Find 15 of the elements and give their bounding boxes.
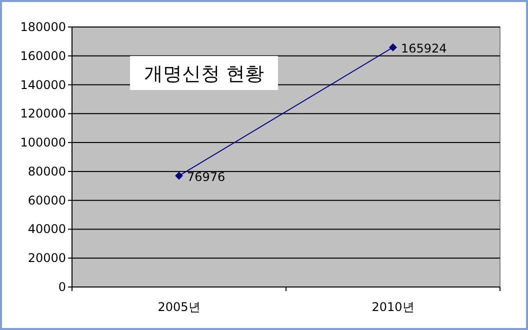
x-tick-label: 2005년 (158, 300, 200, 314)
y-tick-label: 140000 (20, 78, 66, 92)
y-tick-label: 20000 (28, 251, 66, 266)
y-tick-label: 0 (58, 280, 66, 294)
y-tick-label: 100000 (20, 136, 66, 150)
y-tick-label: 60000 (28, 193, 66, 208)
y-tick-label: 40000 (28, 222, 66, 236)
x-tick-label: 2010년 (372, 300, 414, 314)
y-tick-label: 80000 (28, 164, 66, 178)
data-label: 165924 (401, 41, 447, 56)
y-tick-label: 120000 (20, 106, 66, 121)
data-label: 76976 (187, 170, 226, 184)
y-tick-label: 180000 (20, 20, 66, 34)
text: 개명신청 현황 (144, 63, 264, 85)
y-tick-label: 160000 (20, 48, 66, 63)
